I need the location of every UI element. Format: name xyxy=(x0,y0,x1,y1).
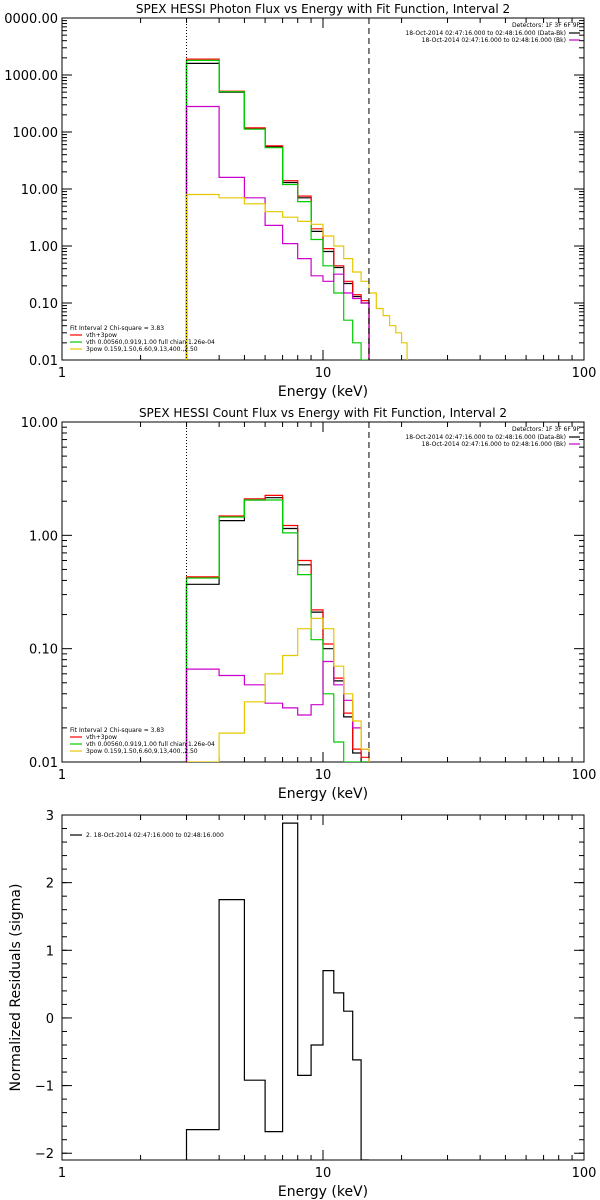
series-line xyxy=(185,497,369,762)
x-tick-label: 1 xyxy=(58,768,66,783)
y-tick-label: 0000.00 xyxy=(4,12,58,27)
y-tick-label: 0.10 xyxy=(29,297,58,312)
series-group xyxy=(185,58,408,360)
series-group xyxy=(185,494,370,762)
legend-entry-label: 3pow 0.159,1.50,6.60,9.13,400.,2.50 xyxy=(86,748,198,755)
x-axis-label: Energy (keV) xyxy=(278,384,368,400)
x-tick-label: 1 xyxy=(58,1166,66,1181)
series-line xyxy=(185,59,369,360)
series-line xyxy=(185,660,370,762)
chart-title: SPEX HESSI Photon Flux vs Energy with Fi… xyxy=(136,2,510,16)
plot-frame xyxy=(61,814,585,1161)
series-line xyxy=(185,105,370,360)
legend-bottomleft: Fit Interval 2 Chi-square = 3.83vth+3pow… xyxy=(70,325,215,353)
x-tick-label: 10 xyxy=(315,366,332,381)
x-axis: 1 10 100 Energy (keV) xyxy=(58,815,597,1200)
legend-title: Fit Interval 2 Chi-square = 3.83 xyxy=(70,727,164,734)
y-axis: 3 2 1 0 −1 −2 Normalized Residuals (sigma) xyxy=(8,809,584,1162)
x-axis-label: Energy (keV) xyxy=(278,786,368,802)
legend-entry-label: 3pow 0.159,1.50,6.60,9.13,400.,2.50 xyxy=(86,346,198,353)
x-axis: 1 10 100 Energy (keV) xyxy=(58,422,597,802)
legend-entry-label: vth+3pow xyxy=(86,734,117,741)
y-tick-label: 1.00 xyxy=(29,529,58,544)
series-line xyxy=(185,494,370,762)
y-axis-label: Normalized Residuals (sigma) xyxy=(8,884,24,1092)
y-tick-label: 2 xyxy=(46,877,54,892)
chart-panel-2: SPEX HESSI Count Flux vs Energy with Fit… xyxy=(21,406,597,802)
x-tick-label: 100 xyxy=(572,366,597,381)
y-tick-label: 1.00 xyxy=(29,240,58,255)
y-tick-label: 10.00 xyxy=(21,183,58,198)
y-tick-label: 0.01 xyxy=(29,756,58,771)
x-tick-label: 10 xyxy=(315,768,332,783)
legend-bottomleft: Fit Interval 2 Chi-square = 3.83vth+3pow… xyxy=(70,727,215,755)
legend-title: Detectors: 1F 3F 6F 9F xyxy=(512,22,581,29)
chart-title: SPEX HESSI Count Flux vs Energy with Fit… xyxy=(139,406,507,420)
series-group xyxy=(185,822,369,1160)
legend-entry-label: 18-Oct-2014 02:47:16.000 to 02:48:16.000… xyxy=(405,30,566,37)
plot-frame xyxy=(61,17,585,361)
series-line xyxy=(185,193,408,360)
y-tick-label: 1000.00 xyxy=(4,69,58,84)
series-line xyxy=(186,617,370,762)
y-tick-label: 100.00 xyxy=(13,126,59,141)
y-tick-label: −2 xyxy=(35,1147,54,1162)
legend-entry-label: 18-Oct-2014 02:47:16.000 to 02:48:16.000… xyxy=(422,441,566,448)
series-line xyxy=(185,499,369,762)
legend-entry-label: 2. 18-Oct-2014 02:47:16.000 to 02:48:16.… xyxy=(86,832,224,839)
x-tick-label: 1 xyxy=(58,366,66,381)
x-tick-label: 100 xyxy=(572,768,597,783)
y-axis: 0000.00 1000.00 100.00 10.00 1.00 0.10 0.01 xyxy=(4,12,584,369)
series-line xyxy=(185,822,369,1160)
legend-entry-label: vth 0.00560,0.919,1.00 full chian 1.26e-… xyxy=(86,339,215,346)
legend-entry-label: 18-Oct-2014 02:47:16.000 to 02:48:16.000… xyxy=(405,434,566,441)
y-axis: 10.00 1.00 0.10 0.01 xyxy=(21,416,584,771)
y-tick-label: 10.00 xyxy=(21,416,58,431)
y-tick-label: 0 xyxy=(46,1012,54,1027)
legend-topleft: 2. 18-Oct-2014 02:47:16.000 to 02:48:16.… xyxy=(70,832,224,839)
legend-entry-label: vth+3pow xyxy=(86,332,117,339)
y-tick-label: 0.01 xyxy=(29,354,58,369)
plot-frame xyxy=(61,421,585,763)
legend-title: Detectors: 1F 3F 6F 9F xyxy=(512,426,581,433)
legend-title: Fit Interval 2 Chi-square = 3.83 xyxy=(70,325,164,332)
y-tick-label: −1 xyxy=(35,1080,54,1095)
y-tick-label: 0.10 xyxy=(29,643,58,658)
legend-entry-label: 18-Oct-2014 02:47:16.000 to 02:48:16.000… xyxy=(422,37,566,44)
series-line xyxy=(185,58,370,360)
y-tick-label: 3 xyxy=(46,809,54,824)
x-tick-label: 100 xyxy=(572,1166,597,1181)
x-axis-label: Energy (keV) xyxy=(278,1184,368,1200)
x-tick-label: 10 xyxy=(315,1166,332,1181)
y-tick-label: 1 xyxy=(46,944,54,959)
chart-panel-1: SPEX HESSI Photon Flux vs Energy with Fi… xyxy=(4,2,596,400)
legend-entry-label: vth 0.00560,0.919,1.00 full chian 1.26e-… xyxy=(86,741,215,748)
